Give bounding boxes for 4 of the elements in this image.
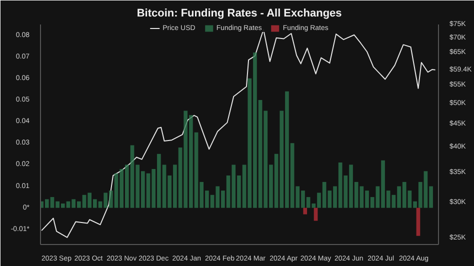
bar — [314, 208, 318, 221]
chart-title: Bitcoin: Funding Rates - All Exchanges — [136, 8, 342, 20]
bar — [303, 208, 308, 214]
bar — [416, 208, 420, 236]
